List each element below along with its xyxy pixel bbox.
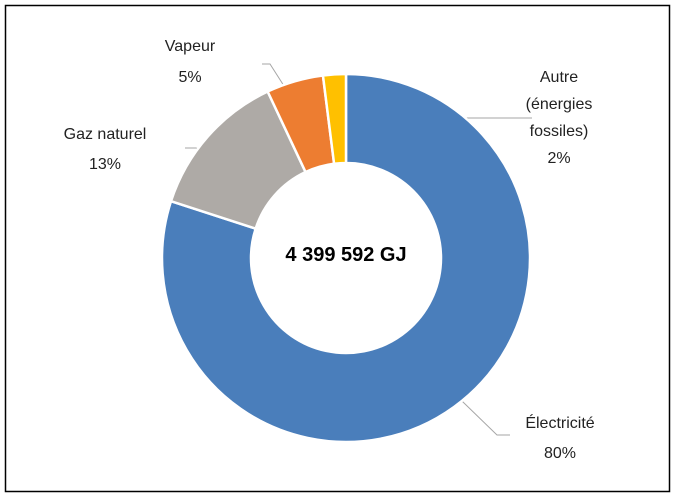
- slice-value-label: 80%: [543, 445, 577, 462]
- center-label: 4 399 592 GJ: [285, 244, 407, 266]
- slice: [160, 72, 532, 444]
- slice-label: Électricité: [525, 415, 595, 432]
- slice-value-label: 13%: [88, 156, 122, 173]
- slice-label: Vapeur: [164, 38, 216, 55]
- slice-label: Autre (énergies fossiles): [525, 69, 593, 140]
- slice: [321, 72, 348, 166]
- slice-value-label: 2%: [547, 150, 571, 167]
- slice-value-label: 5%: [178, 69, 202, 86]
- slice-label: Gaz naturel: [63, 126, 147, 143]
